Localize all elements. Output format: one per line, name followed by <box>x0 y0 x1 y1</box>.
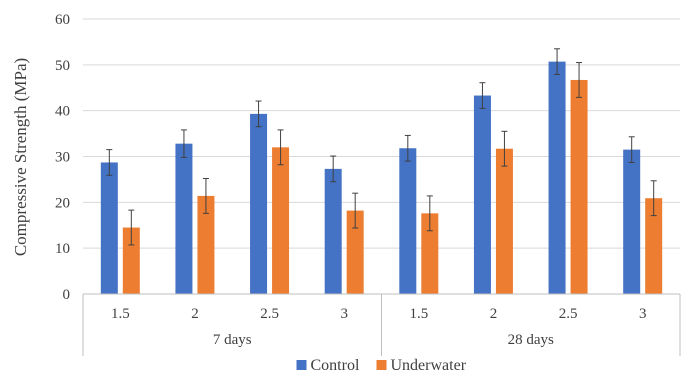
legend: Control Underwater <box>296 357 467 374</box>
bar-control-7 <box>623 149 641 294</box>
x-group-label: 28 days <box>508 332 554 348</box>
bar-control-4 <box>399 148 417 294</box>
bar-control-1 <box>175 143 193 294</box>
x-tick-label: 2.5 <box>559 306 578 322</box>
x-tick-label: 2 <box>490 306 498 322</box>
x-tick-label: 2 <box>191 306 199 322</box>
y-axis-ticks: 0 10 20 30 40 50 60 <box>55 12 70 303</box>
y-tick-label: 0 <box>63 287 71 303</box>
bar-underwater-1 <box>197 195 215 294</box>
x-tick-label: 1.5 <box>409 306 428 322</box>
x-tick-label: 2.5 <box>260 306 279 322</box>
bar-underwater-2 <box>272 147 290 294</box>
y-tick-label: 50 <box>55 58 70 74</box>
legend-swatch-control <box>296 360 307 370</box>
y-tick-label: 20 <box>55 195 70 211</box>
gridlines <box>83 18 680 249</box>
x-tick-label: 3 <box>639 306 647 322</box>
y-axis-title: Compressive Strength (MPa) <box>11 58 30 256</box>
x-tick-label: 3 <box>340 306 348 322</box>
y-tick-label: 40 <box>55 104 70 120</box>
bar-underwater-5 <box>495 148 513 294</box>
bars <box>100 61 663 295</box>
bar-control-6 <box>548 61 566 294</box>
y-tick-label: 10 <box>55 241 70 257</box>
y-tick-label: 30 <box>55 150 70 166</box>
bar-control-0 <box>100 162 118 294</box>
bar-control-5 <box>473 95 491 295</box>
error-bars <box>106 48 657 246</box>
legend-label-control: Control <box>311 357 360 374</box>
y-tick-label: 60 <box>55 12 70 28</box>
x-group-label: 7 days <box>213 332 252 348</box>
bar-control-3 <box>324 168 342 294</box>
bar-underwater-6 <box>570 79 588 294</box>
bar-underwater-7 <box>645 198 663 294</box>
bar-underwater-3 <box>346 210 364 294</box>
legend-label-underwater: Underwater <box>391 357 467 374</box>
bar-underwater-4 <box>421 213 439 294</box>
legend-swatch-underwater <box>376 360 387 370</box>
bar-control-2 <box>250 113 268 294</box>
x-axis: 1.5 2 2.5 3 7 days 1.5 2 2.5 3 28 days <box>82 293 681 356</box>
x-tick-label: 1.5 <box>111 306 130 322</box>
bar-underwater-0 <box>122 227 140 294</box>
